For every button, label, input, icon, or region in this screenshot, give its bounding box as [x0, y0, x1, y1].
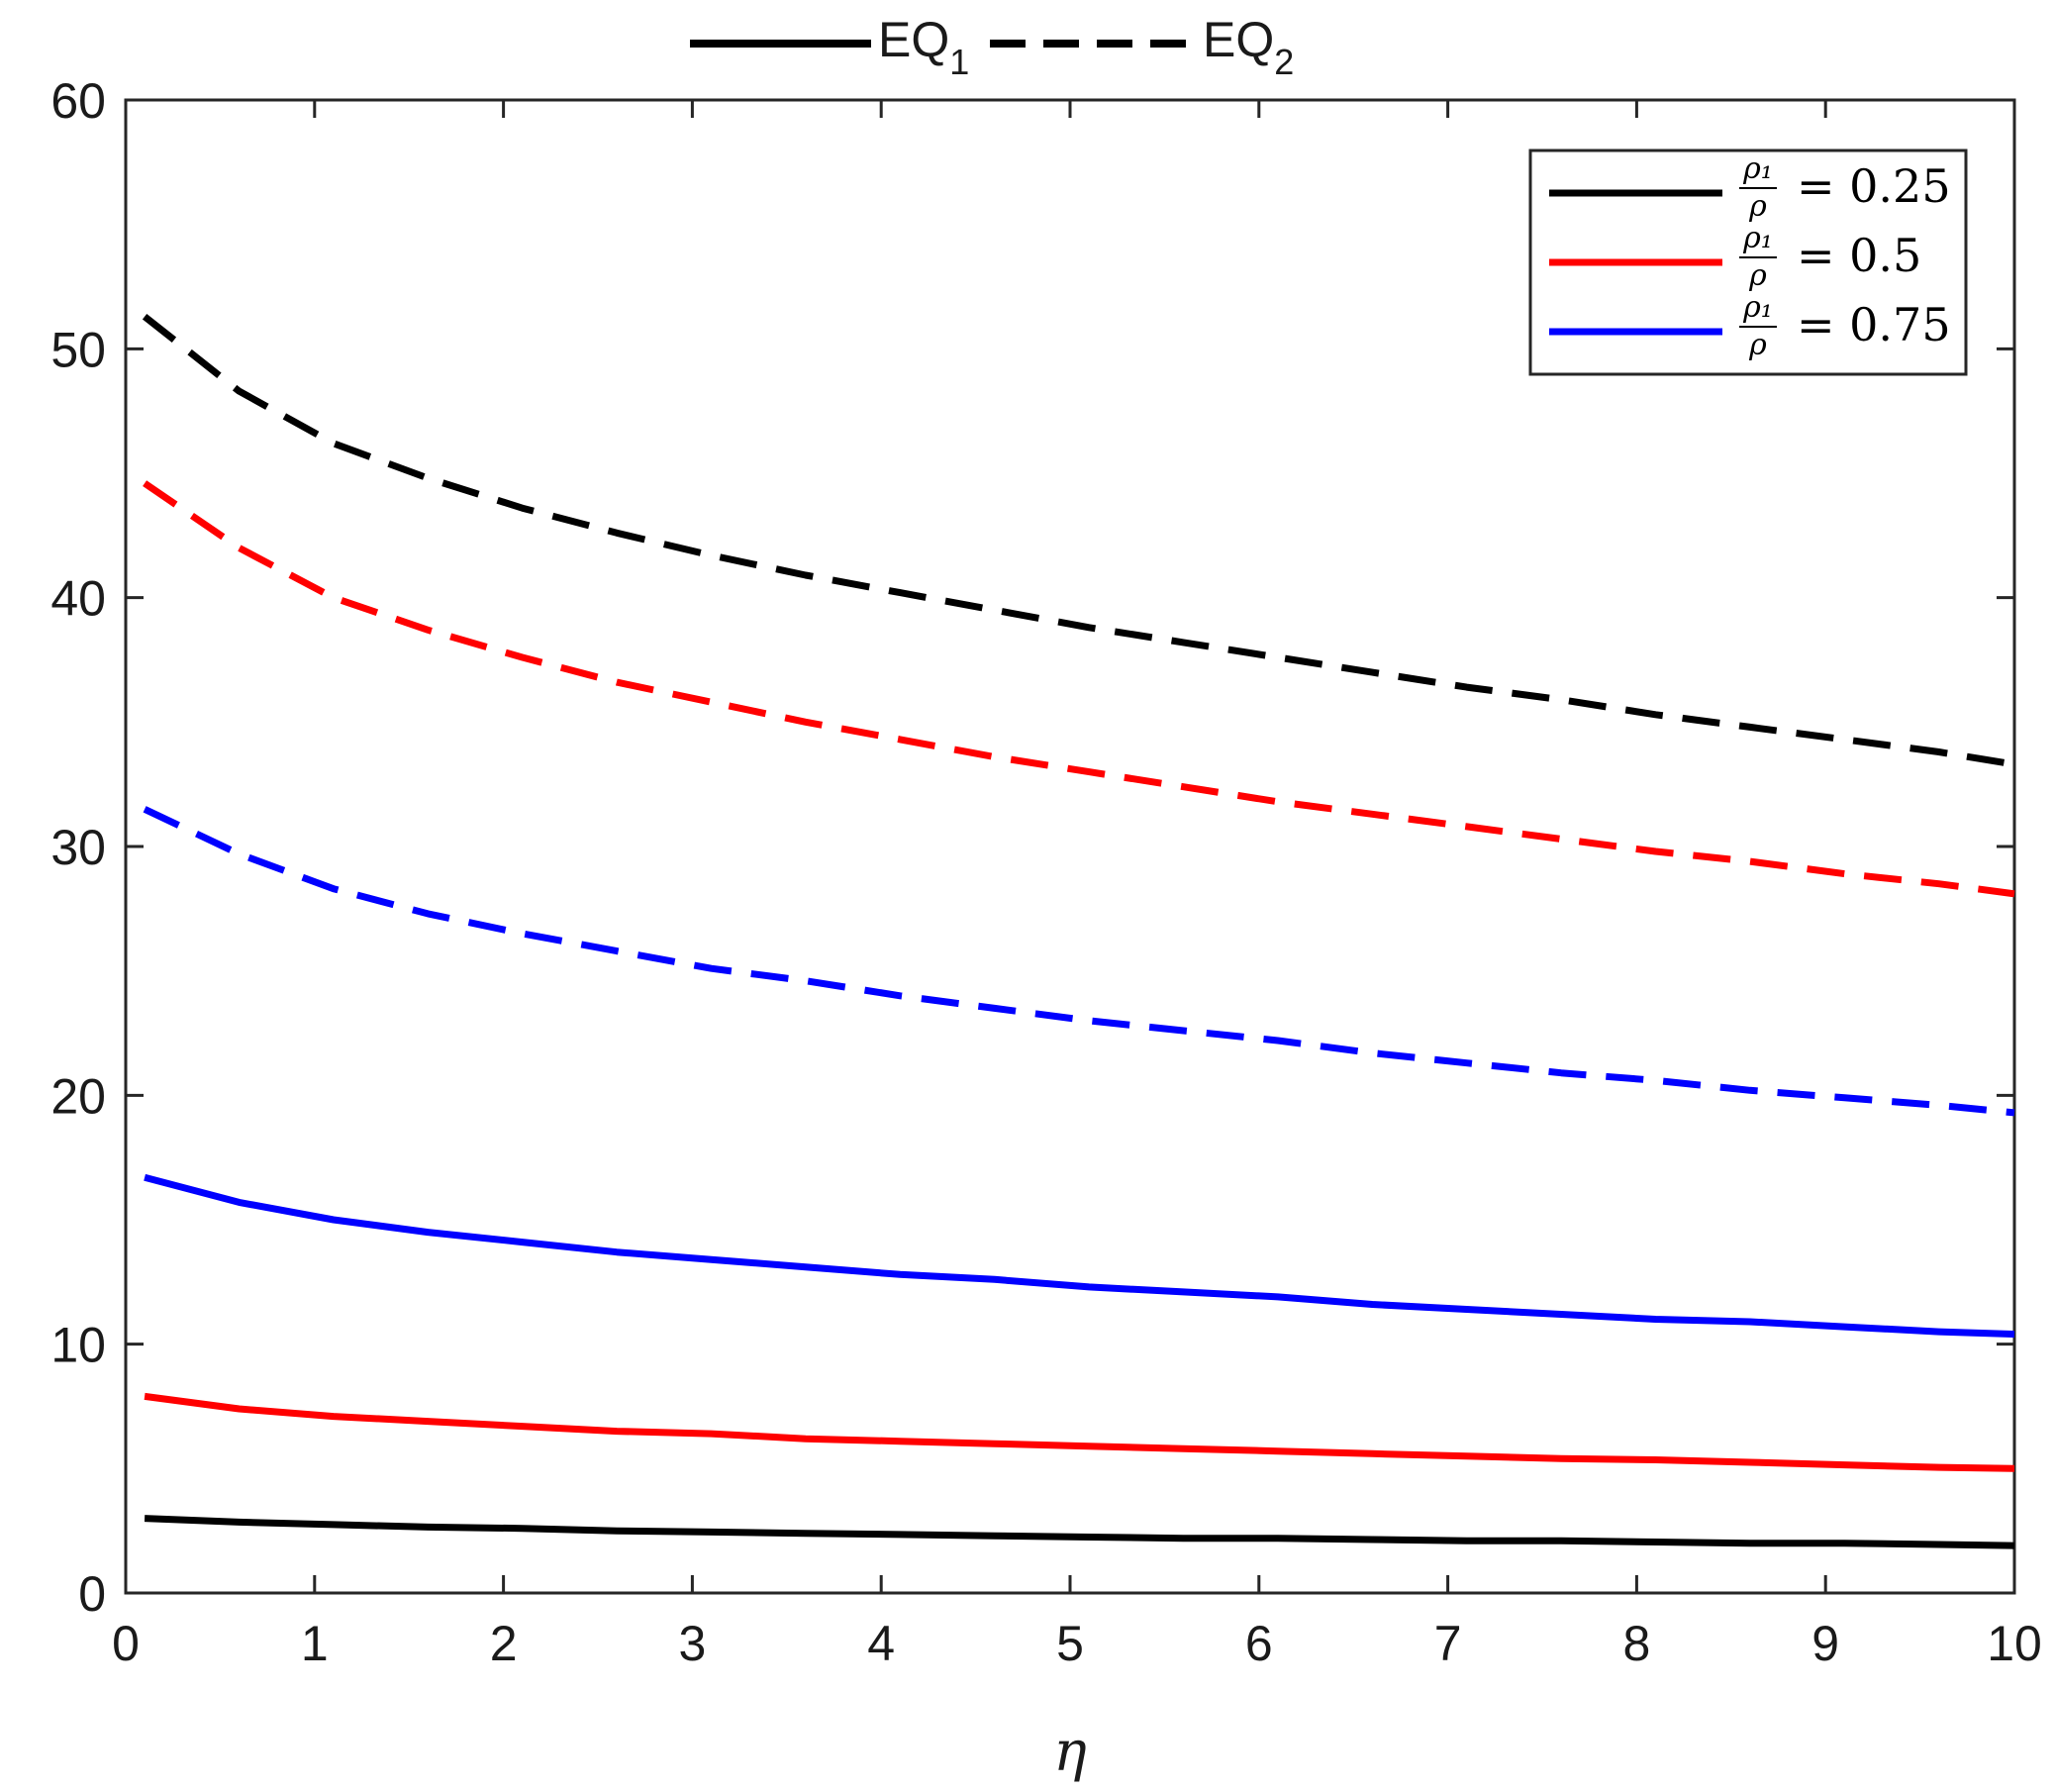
color-legend-numerator-05: ρ₁	[1742, 221, 1773, 255]
y-tick-label: 60	[50, 73, 106, 129]
x-axis-label: η	[1053, 1720, 1087, 1784]
y-tick-label: 40	[50, 571, 106, 627]
color-legend-value-075: = 0.75	[1797, 298, 1951, 351]
color-legend-value-025: = 0.25	[1797, 159, 1951, 213]
x-axis: 0 1 2 3 4 5 6 7 8 9 10	[112, 100, 2042, 1671]
y-tick-label: 0	[78, 1566, 106, 1622]
x-tick-label: 0	[112, 1616, 140, 1671]
y-tick-label: 20	[50, 1068, 106, 1124]
series-line-eq1-ratio-05	[144, 1392, 2015, 1472]
x-tick-label: 6	[1245, 1616, 1273, 1671]
x-tick-label: 4	[867, 1616, 895, 1671]
color-legend-value-05: = 0.5	[1797, 229, 1921, 282]
color-legend: ρ₁ ρ = 0.25 ρ₁ ρ = 0.5 ρ₁ ρ = 0.75	[1528, 149, 1968, 376]
style-legend-eq1-label: EQ1	[878, 12, 969, 82]
color-legend-numerator-025: ρ₁	[1742, 151, 1773, 186]
color-legend-denominator-025: ρ	[1748, 189, 1767, 224]
x-tick-label: 8	[1622, 1616, 1650, 1671]
series-line-eq2-ratio-05	[143, 480, 2015, 898]
color-legend-numerator-075: ρ₁	[1742, 290, 1773, 325]
y-tick-label: 30	[50, 820, 106, 875]
y-tick-label: 10	[50, 1318, 106, 1373]
series-line-eq1-ratio-075	[144, 1173, 2015, 1339]
y-axis: 0 10 20 30 40 50 60	[50, 73, 2014, 1622]
style-legend: EQ1 EQ2	[690, 12, 1294, 82]
x-tick-label: 7	[1434, 1616, 1462, 1671]
x-tick-label: 1	[301, 1616, 329, 1671]
series-layer	[142, 313, 2015, 1549]
color-legend-denominator-075: ρ	[1748, 328, 1767, 362]
series-line-eq1-ratio-025	[144, 1515, 2015, 1549]
series-line-eq2-ratio-025	[142, 313, 2015, 768]
x-tick-label: 9	[1811, 1616, 1839, 1671]
x-tick-label: 3	[678, 1616, 706, 1671]
x-tick-label: 2	[490, 1616, 518, 1671]
y-tick-label: 50	[50, 322, 106, 377]
color-legend-denominator-05: ρ	[1748, 258, 1767, 293]
x-tick-label: 5	[1056, 1616, 1084, 1671]
x-tick-label: 10	[1987, 1616, 2042, 1671]
style-legend-eq2-label: EQ2	[1203, 12, 1294, 82]
